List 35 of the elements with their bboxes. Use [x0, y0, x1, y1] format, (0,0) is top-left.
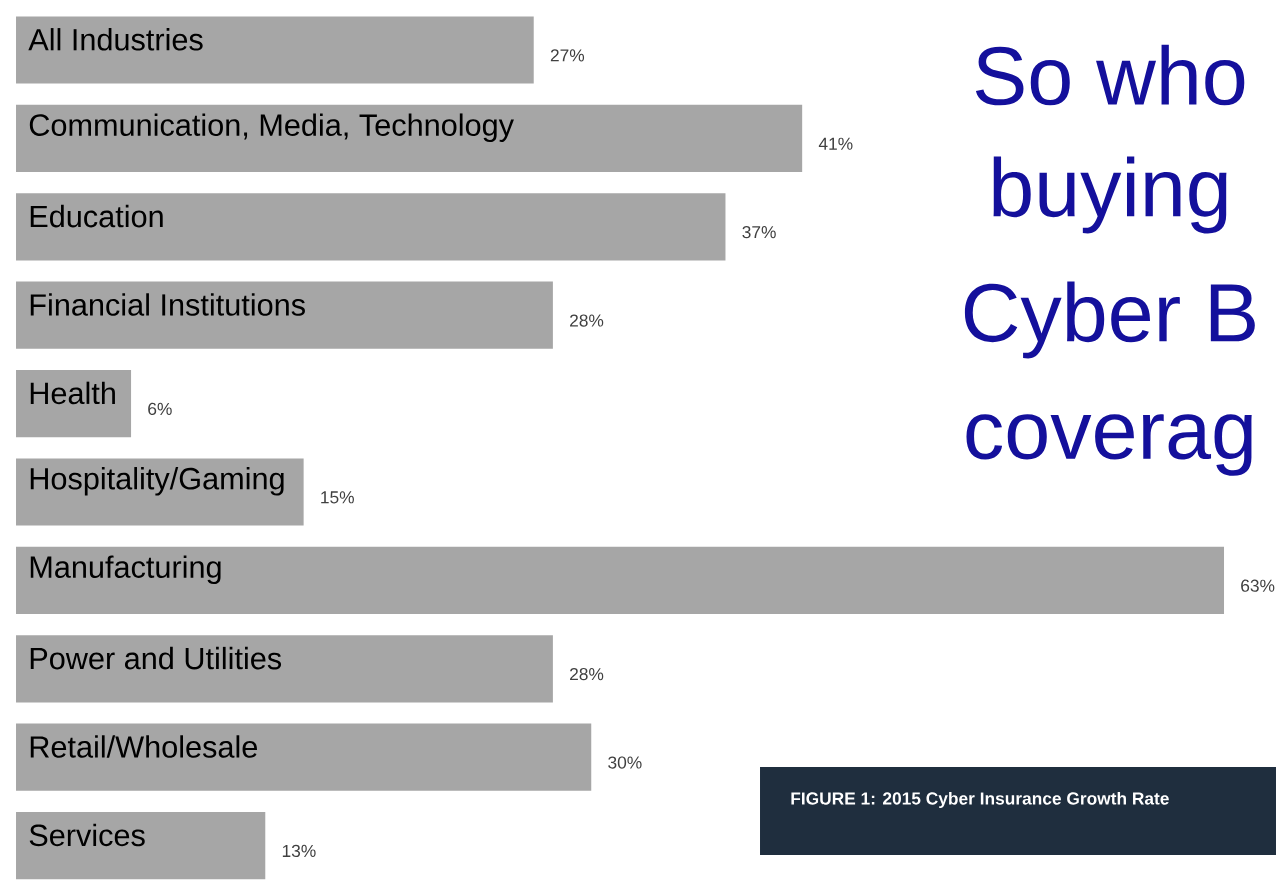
data-label: 63% — [1241, 579, 1275, 592]
annotation: coverag — [966, 414, 1252, 476]
data-label: 6% — [148, 402, 172, 416]
data-label: 27% — [550, 49, 585, 62]
annotation: FIGURE 1: 2015 Cyber Insurance Growth Rate — [791, 791, 1169, 809]
y-tick-label: Financial Institutions — [30, 293, 305, 316]
data-label: 41% — [818, 137, 853, 150]
bar — [16, 458, 304, 526]
y-tick-label: Communication, Media, Technology — [29, 113, 514, 143]
data-label: 37% — [742, 225, 776, 239]
y-tick-label: Hospitality/Gaming — [30, 467, 284, 496]
bar — [16, 104, 803, 172]
data-label: 28% — [570, 667, 604, 681]
y-tick-label: Retail/Wholesale — [30, 735, 257, 758]
data-label: 28% — [570, 314, 604, 327]
y-tick-label: Health — [30, 381, 115, 405]
bar — [16, 723, 592, 791]
bar — [16, 812, 266, 880]
annotation: Cyber B — [964, 281, 1255, 359]
bar — [16, 281, 553, 349]
data-label: 30% — [608, 756, 642, 769]
annotation: So who — [975, 44, 1245, 106]
bar — [16, 193, 726, 261]
annotation: buying — [993, 156, 1227, 234]
y-tick-label: All Industries — [28, 28, 203, 51]
bar — [16, 635, 553, 703]
y-tick-label: Services — [29, 823, 145, 847]
y-tick-label: Manufacturing — [30, 555, 221, 585]
data-label: 15% — [321, 491, 354, 504]
y-tick-label: Power and Utilities — [30, 646, 282, 670]
data-label: 13% — [282, 844, 316, 858]
y-tick-label: Education — [30, 204, 163, 228]
bar — [16, 546, 1225, 614]
bar — [16, 370, 132, 438]
bar — [16, 16, 534, 84]
